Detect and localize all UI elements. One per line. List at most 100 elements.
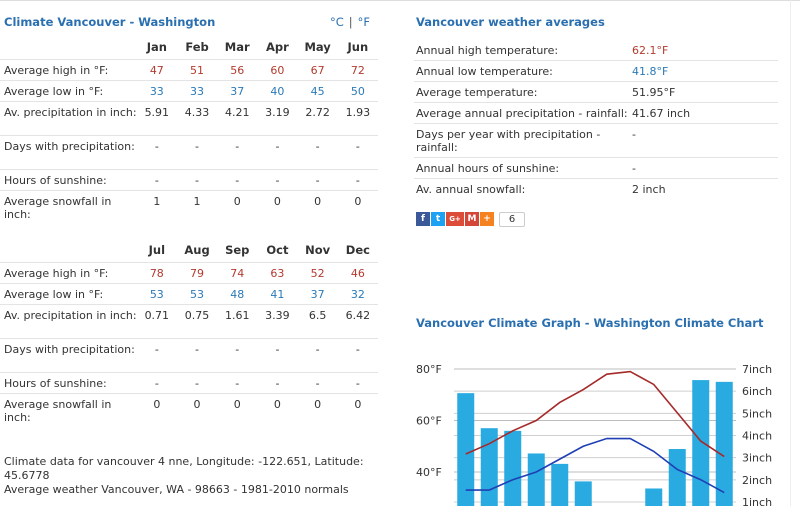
- precipitation-bar: [692, 380, 710, 506]
- table-row: Days with precipitation: - - - - - -: [0, 337, 378, 372]
- averages-value: -: [630, 123, 778, 158]
- header-blank: [0, 35, 137, 59]
- climate-graph: 7inch 6inch 5inch 4inch 3inch 2inch 1inch 80°F 6…: [416, 363, 772, 506]
- table-cell: -: [136, 134, 177, 169]
- table-cell: 5.91: [136, 100, 177, 135]
- table-cell: -: [176, 337, 218, 372]
- unit-separator: |: [348, 15, 353, 29]
- row-label: Average low in °F:: [0, 282, 137, 304]
- table-row: Average high in °F: 47 51 56 60 67 72: [0, 58, 378, 80]
- table-cell: 37: [217, 79, 258, 101]
- google-plus-icon[interactable]: G+: [446, 212, 464, 226]
- averages-value: 62.1°F: [632, 44, 669, 57]
- month-header-row: Jul Aug Sep Oct Nov Dec: [0, 238, 378, 262]
- averages-key: Days per year with precipitation - rainf…: [414, 123, 630, 158]
- table-row: Av. precipitation in inch: 5.91 4.33 4.21 3.…: [0, 100, 378, 135]
- table-row: Average low in °F: 33 33 37 40 45 50: [0, 79, 378, 101]
- table-cell: 0: [337, 189, 378, 224]
- month-header: Feb: [185, 39, 209, 54]
- averages-value: 41.8°F: [630, 60, 778, 82]
- share-count: 6: [499, 211, 525, 227]
- averages-row: Av. annual snowfall: 2 inch: [414, 178, 778, 199]
- table-row: Average snowfall in inch: 1 1 0 0 0 0: [0, 189, 378, 224]
- fahrenheit-link[interactable]: °F: [357, 15, 371, 29]
- averages-row: Days per year with precipitation - rainf…: [414, 123, 778, 158]
- table-row: Average low in °F: 53 53 48 41 37 32: [0, 282, 378, 304]
- table-cell: -: [297, 168, 338, 190]
- month-header: Jun: [347, 39, 369, 54]
- climate-table-jul-dec: Jul Aug Sep Oct Nov Dec Average high in °F: 78 7…: [0, 238, 378, 427]
- header-blank: [0, 238, 137, 262]
- table-cell: -: [297, 371, 338, 393]
- averages-key: Annual low temperature:: [414, 60, 630, 82]
- table-cell: -: [257, 371, 298, 393]
- climate-table-jan-jun: Jan Feb Mar Apr May Jun Average high in °F: 47 5…: [0, 35, 378, 224]
- month-header: Sep: [225, 242, 250, 257]
- averages-key: Average temperature:: [414, 81, 630, 103]
- table-cell: 0: [257, 189, 298, 224]
- table-cell: 45: [297, 79, 338, 101]
- row-label: Average low in °F:: [0, 79, 137, 101]
- table-row: Hours of sunshine: - - - - - -: [0, 168, 378, 190]
- climate-title: Climate Vancouver - Washington: [4, 15, 216, 29]
- precipitation-bar: [551, 463, 569, 506]
- table-cell: 32: [337, 282, 378, 304]
- note-normals: Average weather Vancouver, WA - 98663 - …: [4, 483, 349, 496]
- table-cell: -: [217, 371, 258, 393]
- table-cell: 56: [217, 58, 258, 80]
- table-cell: 0: [297, 189, 338, 224]
- table-cell: 2.72: [297, 100, 338, 135]
- averages-key: Annual hours of sunshine:: [414, 157, 630, 179]
- plus-icon[interactable]: +: [480, 212, 494, 226]
- table-cell: 47: [136, 58, 177, 80]
- table-cell: 33: [136, 79, 177, 101]
- gmail-icon[interactable]: M: [465, 212, 479, 226]
- table-cell: 0: [217, 392, 258, 427]
- table-cell: 50: [337, 79, 378, 101]
- table-cell: 74: [217, 261, 258, 283]
- averages-value: -: [630, 157, 778, 179]
- graph-title: Vancouver Climate Graph - Washington Cli…: [416, 316, 764, 330]
- table-cell: 4.33: [176, 100, 218, 135]
- left-tick-label: 60°F: [416, 415, 442, 428]
- table-cell: -: [217, 337, 258, 372]
- right-tick-label: 2inch: [742, 474, 772, 487]
- low-temp-line: [465, 437, 725, 494]
- table-cell: -: [297, 134, 338, 169]
- table-cell: 0.71: [136, 303, 177, 338]
- facebook-icon[interactable]: f: [416, 212, 430, 226]
- table-row: Av. precipitation in inch: 0.71 0.75 1.61 3.…: [0, 303, 378, 338]
- climate-data-note: Climate data for vancouver 4 nne, Longit…: [4, 455, 376, 497]
- table-row: Days with precipitation: - - - - - -: [0, 134, 378, 169]
- averages-key: Av. annual snowfall:: [414, 178, 630, 199]
- table-cell: -: [337, 337, 378, 372]
- averages-value: 51.95°F: [630, 81, 778, 103]
- table-cell: -: [136, 337, 177, 372]
- table-cell: -: [217, 134, 258, 169]
- precipitation-bar: [527, 453, 545, 506]
- table-cell: 0: [217, 189, 258, 224]
- table-cell: -: [337, 371, 378, 393]
- averages-key: Average annual precipitation - rainfall:: [414, 102, 630, 124]
- table-cell: 37: [297, 282, 338, 304]
- table-cell: 1.61: [217, 303, 258, 338]
- month-header: May: [304, 39, 331, 54]
- averages-table: Annual high temperature: 62.1°F Annual low…: [414, 40, 778, 199]
- row-label: Average high in °F:: [0, 58, 137, 80]
- table-cell: 46: [337, 261, 378, 283]
- table-cell: 79: [176, 261, 218, 283]
- table-cell: 53: [176, 282, 218, 304]
- celsius-link[interactable]: °C: [330, 15, 344, 29]
- month-header: Nov: [305, 242, 331, 257]
- month-header: Mar: [224, 39, 250, 54]
- table-cell: 53: [136, 282, 177, 304]
- table-cell: 1: [176, 189, 218, 224]
- averages-value: 2 inch: [630, 178, 778, 199]
- table-cell: -: [257, 337, 298, 372]
- table-cell: 6.5: [297, 303, 338, 338]
- precipitation-bar: [574, 481, 592, 506]
- table-cell: -: [136, 168, 177, 190]
- month-header: Apr: [266, 39, 289, 54]
- precipitation-bar: [715, 381, 733, 506]
- twitter-icon[interactable]: t: [431, 212, 445, 226]
